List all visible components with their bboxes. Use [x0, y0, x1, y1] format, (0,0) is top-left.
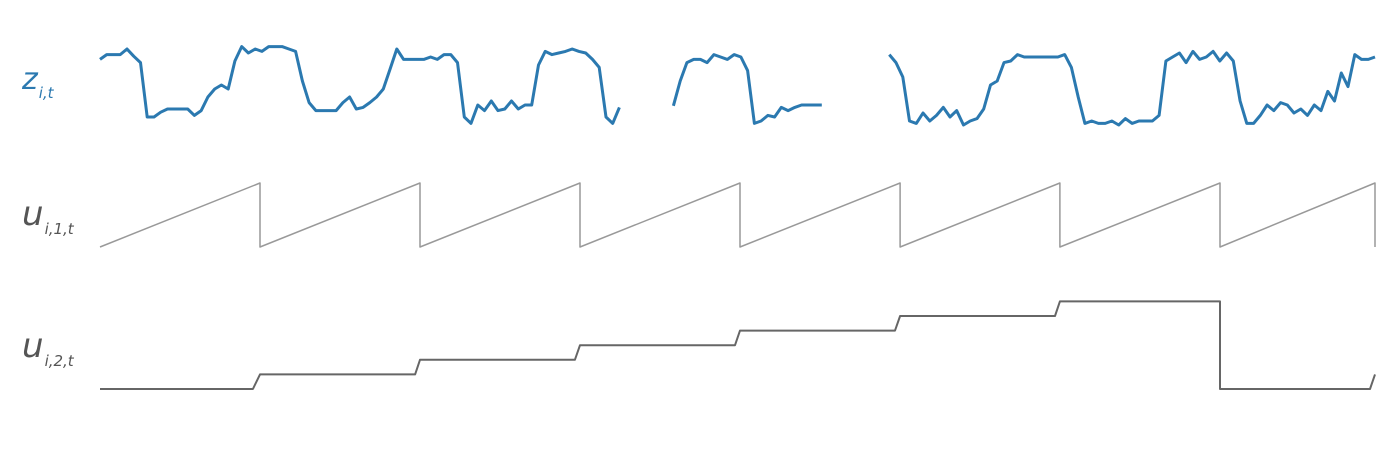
u1-series-line	[99, 182, 1376, 248]
u2-series-line	[100, 300, 1376, 390]
z-series-label: zi,t	[22, 62, 54, 102]
z-label-main: z	[22, 62, 38, 97]
z-series-line-0	[99, 45, 621, 125]
u1-label-sub: i,1,t	[44, 220, 74, 238]
u2-series-label: ui,2,t	[22, 326, 74, 370]
u2-label-sub: i,2,t	[44, 352, 74, 370]
z-label-sub: i,t	[38, 84, 54, 102]
z-series-line-4	[671, 53, 822, 125]
u2-label-main: u	[22, 326, 44, 366]
u1-series-label: ui,1,t	[22, 194, 74, 238]
z-series-line-9	[888, 49, 1376, 127]
u1-label-main: u	[22, 194, 44, 234]
